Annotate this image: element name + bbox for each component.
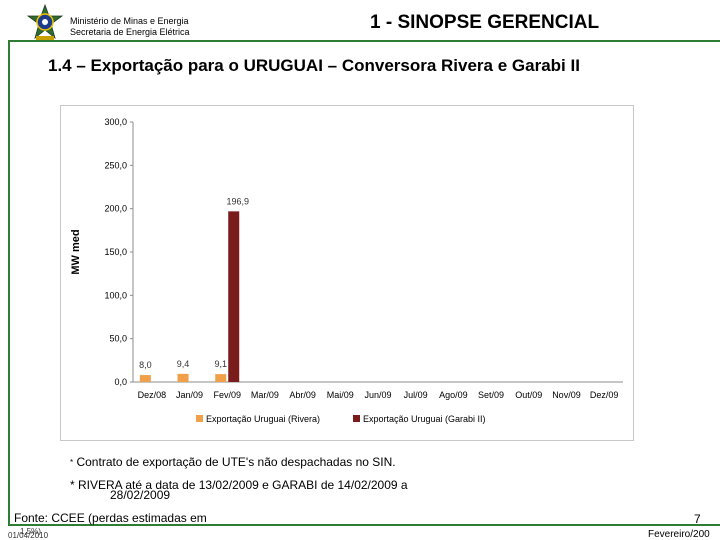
footer-small-date: 01/04/2010 [8,531,49,540]
ministry-name: Ministério de Minas e Energia [70,16,189,26]
source-note-tail: 1,5%) [20,527,41,536]
x-tick-label: Dez/09 [590,390,619,400]
bar-chart: 0,0 50,0 100,0 150,0 200,0 250,0 300,0 MW med De… [70,117,623,424]
chart-container: 0,0 50,0 100,0 150,0 200,0 250,0 300,0 MW med De… [60,105,634,441]
ministry-header: Ministério de Minas e Energia Secretaria… [70,16,190,38]
legend-swatch [353,415,360,422]
y-tick-label: 200,0 [104,204,127,214]
x-tick-label: Abr/09 [289,390,316,400]
x-tick-label: Set/09 [478,390,504,400]
x-tick-label: Mar/09 [251,390,279,400]
data-label: 8,0 [139,360,152,370]
y-tick-label: 100,0 [104,290,127,300]
legend-label: Exportação Uruguai (Rivera) [206,414,320,424]
page-number: 7 [694,512,701,526]
source-note: Fonte: CCEE (perdas estimadas em [14,511,207,525]
x-tick-label: Out/09 [515,390,542,400]
bar-garabi [228,211,240,382]
note-asterisk: * [70,458,74,467]
y-tick-label: 250,0 [104,160,127,170]
x-tick-label: Jun/09 [364,390,391,400]
frame-top-line [8,40,720,42]
footer-date: Fevereiro/200 [648,529,710,540]
y-tick-label: 50,0 [109,334,127,344]
secretariat-name: Secretaria de Energia Elétrica [70,27,190,37]
frame-bottom-line [8,524,720,526]
legend-swatch [196,415,203,422]
x-tick-label: Nov/09 [552,390,581,400]
y-tick-label: 150,0 [104,247,127,257]
note-dates-line2: 28/02/2009 [110,488,171,502]
y-tick-label: 300,0 [104,117,127,127]
bar-rivera [139,375,151,382]
section-title: 1 - SINOPSE GERENCIAL [370,12,600,33]
x-tick-label: Ago/09 [439,390,468,400]
note-contract: * Contrato de exportação de UTE's não de… [70,456,396,469]
note-contract-text: Contrato de exportação de UTE's não desp… [76,455,396,469]
x-tick-label: Dez/08 [138,390,167,400]
y-axis-title: MW med [70,229,82,274]
slide-title: 1.4 – Exportação para o URUGUAI – Conver… [48,56,580,75]
frame-left-line [8,40,10,525]
x-tick-label: Fev/09 [213,390,241,400]
x-tick-label: Jul/09 [404,390,428,400]
bar-rivera [177,373,189,382]
legend-label: Exportação Uruguai (Garabi II) [363,414,486,424]
y-tick-label: 0,0 [114,377,127,387]
data-label: 196,9 [226,196,249,206]
x-tick-label: Jan/09 [176,390,203,400]
x-tick-label: Mai/09 [327,390,354,400]
data-label: 9,4 [177,359,190,369]
brazil-coat-of-arms-icon [26,4,64,40]
bar-rivera [215,374,227,382]
note-dates-line1: * RIVERA até a data de 13/02/2009 e GARA… [70,478,408,492]
data-label: 9,1 [214,359,227,369]
